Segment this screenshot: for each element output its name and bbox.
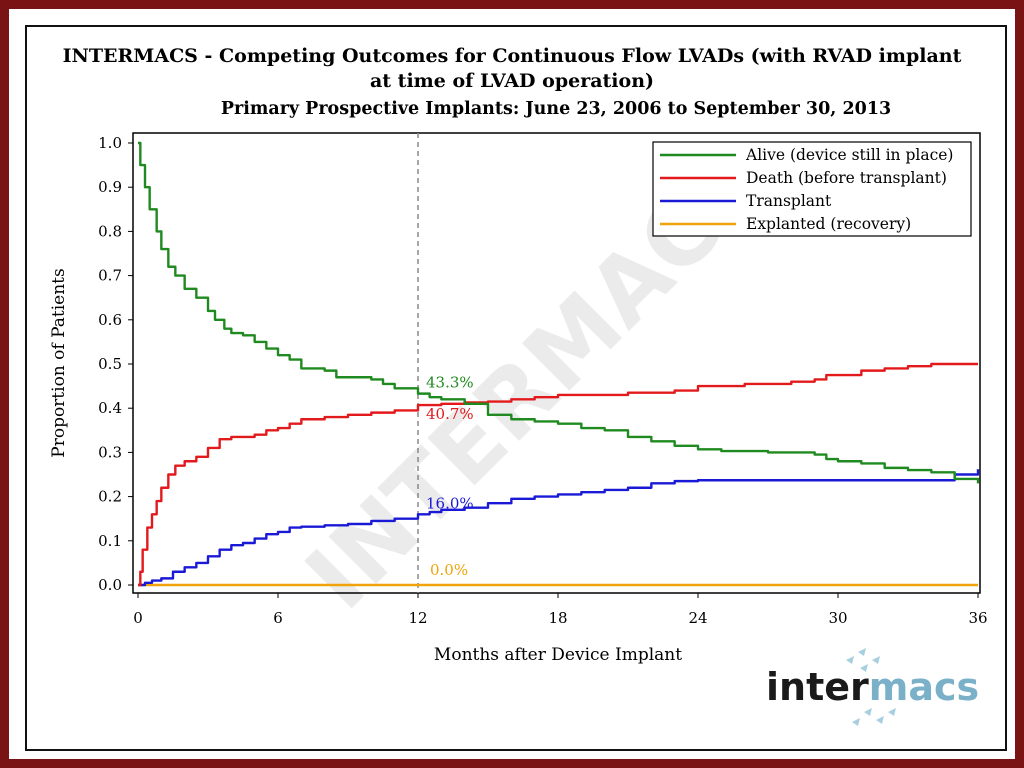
y-tick-label: 0.8 <box>98 222 122 240</box>
x-tick-label: 24 <box>688 609 707 627</box>
y-tick-label: 0.5 <box>98 355 122 373</box>
logo-text-light: macs <box>869 665 979 709</box>
y-axis-label: Proportion of Patients <box>49 268 69 457</box>
series-line-2 <box>138 469 980 587</box>
y-tick-label: 0.0 <box>98 576 122 594</box>
logo-text: intermacs <box>766 665 979 709</box>
annotation-label: 43.3% <box>426 374 474 392</box>
series-group <box>138 141 980 587</box>
x-tick-label: 18 <box>548 609 567 627</box>
legend-label: Transplant <box>746 192 832 210</box>
y-tick-label: 0.3 <box>98 443 122 461</box>
x-tick-label: 0 <box>133 609 143 627</box>
x-tick-label: 6 <box>273 609 283 627</box>
annotation-label: 16.0% <box>426 494 474 512</box>
x-axis: 0 6 12 18 24 30 36 <box>133 593 988 627</box>
legend-label: Alive (device still in place) <box>745 146 953 164</box>
legend-label: Explanted (recovery) <box>746 215 911 233</box>
y-tick-label: 1.0 <box>98 134 122 152</box>
plot-area <box>132 132 981 594</box>
legend-box <box>652 141 972 237</box>
legend: Alive (device still in place) Death (befo… <box>652 141 972 237</box>
slide-inner-border <box>25 25 1007 751</box>
chart-subtitle: Primary Prospective Implants: June 23, 2… <box>221 99 891 119</box>
legend-label: Death (before transplant) <box>746 169 947 187</box>
intermacs-logo: intermacs <box>766 648 979 726</box>
y-tick-label: 0.4 <box>98 399 122 417</box>
logo-dots-icon <box>846 648 896 726</box>
logo-text-dark: inter <box>766 665 869 709</box>
series-line-0 <box>138 141 980 484</box>
x-axis-label: Months after Device Implant <box>434 645 682 665</box>
x-tick-label: 36 <box>968 609 987 627</box>
y-axis: 0.0 0.1 0.2 0.3 0.4 0.5 0.6 0.7 0.8 0.9 1.0 <box>98 134 133 594</box>
y-tick-label: 0.9 <box>98 178 122 196</box>
annotation-label: 40.7% <box>426 405 474 423</box>
annotation-label: 0.0% <box>430 561 468 579</box>
y-tick-label: 0.6 <box>98 311 122 329</box>
y-tick-label: 0.7 <box>98 267 122 285</box>
x-tick-label: 12 <box>408 609 427 627</box>
chart-title: INTERMACS - Competing Outcomes for Conti… <box>63 45 962 67</box>
y-tick-label: 0.2 <box>98 488 122 506</box>
annotations: 43.3% 40.7% 16.0% 0.0% <box>426 374 474 579</box>
y-tick-label: 0.1 <box>98 532 122 550</box>
x-tick-label: 30 <box>828 609 847 627</box>
chart-title-line2: at time of LVAD operation) <box>370 70 654 92</box>
series-line-1 <box>138 362 978 587</box>
